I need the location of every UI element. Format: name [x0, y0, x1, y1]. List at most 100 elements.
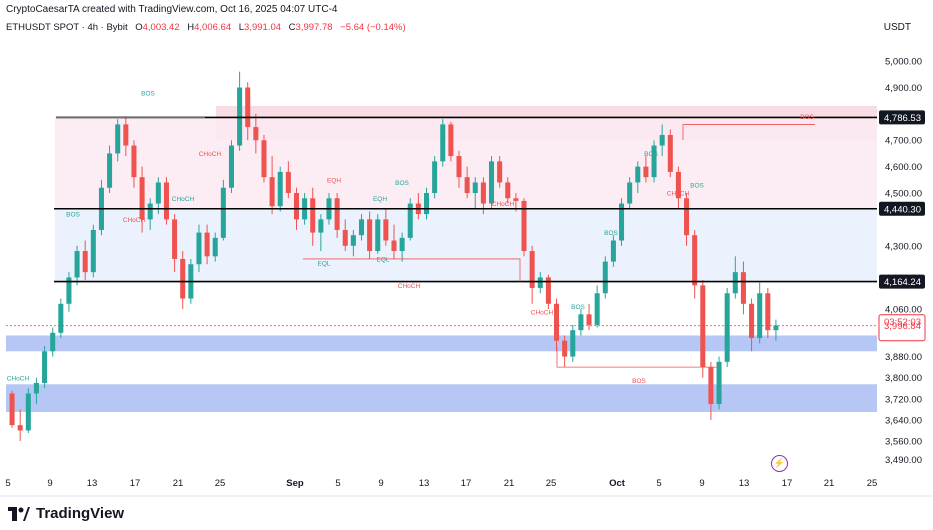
candle-body	[448, 124, 454, 157]
candle-body	[196, 232, 202, 265]
price-box	[878, 314, 926, 342]
x-tick-label: 17	[130, 478, 141, 489]
candle-body	[619, 203, 625, 241]
candle-body	[692, 235, 698, 286]
candle-body	[594, 293, 600, 325]
candle-body	[204, 232, 210, 257]
candle-body	[334, 198, 340, 230]
x-tick-label: 25	[215, 478, 226, 489]
zone-range-upper	[55, 117, 877, 209]
annotation-choch: CHoCH	[492, 201, 515, 208]
x-tick-label: 21	[824, 478, 835, 489]
zone-demand-upper	[6, 335, 877, 352]
x-tick-label: 13	[87, 478, 98, 489]
candle-body	[537, 277, 543, 288]
candle-body	[488, 161, 495, 204]
x-tick-label: 17	[461, 478, 472, 489]
candle-body	[82, 251, 88, 273]
candle-body	[610, 240, 616, 262]
annotation-bos: BOS	[571, 304, 585, 311]
candle-body	[757, 293, 763, 339]
x-tick-label: 5	[335, 478, 340, 489]
candle-body	[740, 272, 746, 304]
annotation-bos: BOS	[800, 114, 814, 121]
price-axis	[877, 0, 933, 500]
x-tick-label: 9	[378, 478, 383, 489]
candle-body	[432, 161, 438, 194]
candle-body	[716, 361, 722, 405]
candle-body	[180, 258, 186, 299]
x-tick-label: 25	[867, 478, 878, 489]
x-tick-label: 21	[504, 478, 515, 489]
candle-body	[749, 303, 755, 339]
candle-body	[358, 219, 365, 236]
candle-body	[33, 382, 39, 394]
candle-body	[659, 134, 665, 146]
annotation-bos: BOS	[66, 212, 80, 219]
candle-body	[367, 219, 373, 252]
candle-body	[220, 187, 226, 238]
close-value: 3,997.78	[295, 22, 333, 33]
candle-body	[554, 303, 560, 341]
candle-body	[90, 229, 96, 273]
annotation-choch: CHoCH	[7, 375, 30, 382]
y-tick-label: 5,000.00	[885, 57, 922, 68]
level-price-box	[879, 201, 925, 216]
candle-body	[562, 340, 568, 357]
candle-body	[399, 237, 405, 252]
high-label: H	[187, 22, 195, 33]
close-label: C	[288, 22, 296, 33]
annotation-choch: CHoCH	[531, 309, 554, 316]
candle-body	[342, 229, 348, 246]
candle-body	[635, 166, 641, 183]
tradingview-brand[interactable]: TradingView	[8, 505, 124, 522]
candle-body	[480, 182, 486, 204]
level-price-label: 4,786.53	[884, 113, 921, 124]
candle-body	[440, 124, 446, 162]
candle-body	[570, 330, 576, 357]
candle-body	[58, 303, 64, 333]
candle-body	[651, 145, 657, 178]
candle-body	[423, 193, 430, 215]
candle-body	[521, 200, 527, 252]
candle-body	[708, 367, 714, 405]
zone-range-lower	[55, 208, 877, 282]
annotation-choch: CHoCH	[172, 196, 195, 203]
y-tick-label: 3,720.00	[885, 394, 922, 405]
annotation-eql: EQL	[376, 257, 389, 264]
y-tick-label: 4,500.00	[885, 189, 922, 200]
x-tick-label: 5	[656, 478, 661, 489]
annotation-bos: BOS	[604, 230, 618, 237]
currency-label[interactable]: USDT	[883, 22, 911, 33]
candle-body	[17, 425, 23, 431]
x-tick-label: 5	[5, 478, 10, 489]
annotation-bos: BOS	[632, 378, 646, 385]
candle-body	[456, 156, 462, 178]
annotation-choch: CHoCH	[199, 151, 222, 158]
x-tick-label: Oct	[609, 478, 626, 489]
y-tick-label: 4,060.00	[885, 305, 922, 316]
lightning-icon[interactable]: ⚡	[771, 455, 788, 472]
high-marker-line	[682, 124, 815, 141]
candle-body	[391, 240, 397, 252]
candle-body	[497, 161, 503, 183]
candle-body	[285, 171, 291, 194]
annotation-bos: BOS	[644, 151, 658, 158]
candle-body	[245, 87, 251, 128]
candle-body	[578, 314, 584, 331]
candle-body	[269, 177, 275, 207]
annotation-choch: CHoCH	[398, 283, 421, 290]
candle-body	[25, 393, 31, 431]
candle-body	[464, 177, 470, 194]
candle-body	[545, 277, 551, 304]
candle-body	[643, 166, 649, 178]
candle-body	[700, 285, 706, 368]
tradingview-logo-icon	[8, 506, 30, 521]
symbol-name[interactable]: ETHUSDT SPOT · 4h · Bybit	[6, 22, 128, 33]
open-value: 4,003.42	[142, 22, 180, 33]
annotation-choch: CHoCH	[123, 217, 146, 224]
zone-demand-lower	[6, 384, 877, 412]
candle-body	[684, 198, 690, 236]
x-tick-label: 17	[782, 478, 793, 489]
